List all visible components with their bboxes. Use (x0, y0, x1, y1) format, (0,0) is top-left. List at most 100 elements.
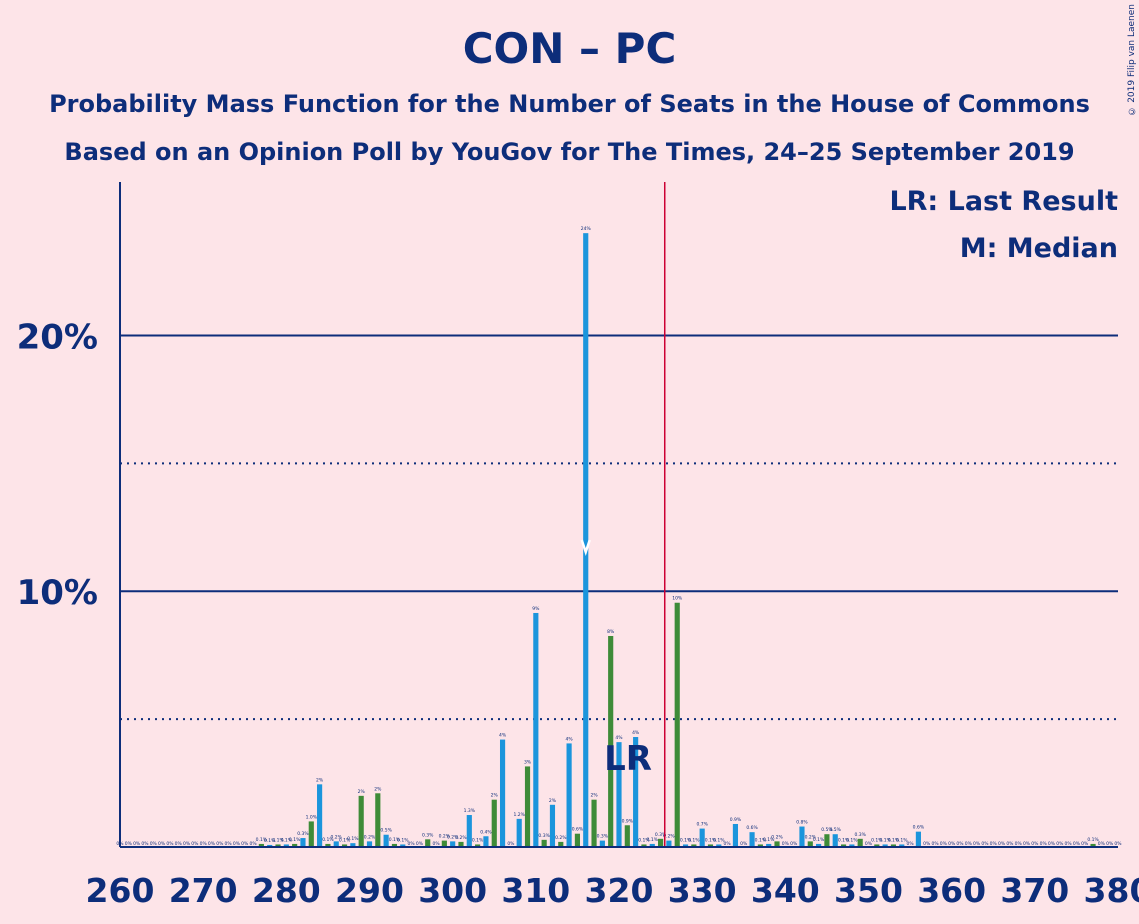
bar-label-270: 0% (200, 841, 208, 847)
bar-label-328: 0.1% (680, 837, 692, 843)
bar-300 (450, 841, 456, 847)
gridlines (120, 334, 1118, 721)
bar-338 (766, 843, 772, 847)
chart-subtitle: Probability Mass Function for the Number… (49, 90, 1090, 118)
bar-label-330: 0.7% (696, 822, 708, 828)
bar-label-310: 9% (532, 606, 540, 612)
median-marker: M (580, 539, 591, 556)
bar-318 (599, 840, 605, 847)
bar-303 (475, 844, 481, 847)
bar-label-369: 0% (1023, 841, 1031, 847)
bar-label-376: 0% (1081, 841, 1089, 847)
bar-label-268: 0% (183, 841, 191, 847)
bar-label-358: 0% (931, 841, 939, 847)
bar-310 (533, 612, 539, 847)
bar-label-325: 0.3% (655, 832, 667, 838)
bar-label-341: 0% (790, 841, 798, 847)
bar-label-301: 0.2% (455, 835, 467, 841)
bar-313 (558, 841, 564, 847)
bar-label-340: 0% (782, 841, 790, 847)
chart-source-subtitle: Based on an Opinion Poll by YouGov for T… (64, 138, 1075, 166)
bar-label-318: 0.3% (597, 834, 609, 840)
bar-label-290: 0.2% (364, 834, 376, 840)
bar-label-266: 0% (166, 841, 174, 847)
bar-279 (275, 844, 281, 847)
bar-label-334: 0.9% (730, 817, 742, 823)
bar-label-327: 10% (672, 596, 683, 602)
bar-label-336: 0.6% (746, 825, 758, 831)
bar-label-309: 3% (524, 759, 532, 765)
bar-label-304: 0.4% (480, 829, 492, 835)
bar-label-292: 0.5% (380, 828, 392, 834)
bar-label-362: 0% (965, 841, 973, 847)
bar-label-323: 0.1% (638, 837, 650, 843)
bar-label-294: 0.1% (397, 837, 409, 843)
bar-label-331: 0.1% (705, 837, 717, 843)
bar-label-349: 0.3% (854, 832, 866, 838)
bar-label-314: 4% (566, 736, 574, 742)
bar-label-332: 0.1% (713, 837, 725, 843)
bar-302 (466, 815, 472, 847)
bar-354 (899, 844, 905, 847)
bar-label-287: 0.1% (339, 837, 351, 843)
bar-label-319: 8% (607, 629, 615, 635)
bar-label-277: 0.1% (256, 837, 268, 843)
bar-339 (774, 841, 780, 847)
bar-281 (292, 843, 298, 847)
bar-label-321: 0.9% (622, 818, 634, 824)
bar-377 (1090, 843, 1096, 847)
bar-label-303: 0.1% (472, 837, 484, 843)
bar-348 (849, 844, 855, 847)
bar-label-344: 0.1% (813, 837, 825, 843)
bar-284 (317, 784, 323, 847)
x-tick-label-350: 350 (834, 871, 903, 910)
bar-label-366: 0% (998, 841, 1006, 847)
bar-316 (583, 233, 589, 848)
bar-287 (341, 844, 348, 847)
bar-349 (857, 838, 863, 847)
bar-label-302: 1.3% (464, 808, 476, 814)
x-tick-label-280: 280 (252, 871, 321, 910)
bar-317 (591, 799, 597, 847)
bar-353 (890, 844, 897, 847)
bar-330 (699, 828, 705, 847)
bar-label-311: 0.3% (538, 833, 550, 839)
x-tick-label-320: 320 (585, 871, 654, 910)
x-tick-label-360: 360 (917, 871, 986, 910)
bar-label-363: 0% (973, 841, 981, 847)
bar-label-288: 0.1% (347, 836, 359, 842)
bar-label-361: 0% (956, 841, 964, 847)
bar-277 (258, 843, 264, 847)
bar-label-374: 0% (1065, 841, 1073, 847)
bar-label-326: 0.2% (663, 834, 675, 840)
bar-337 (757, 844, 763, 847)
bar-343 (807, 841, 813, 847)
bar-352 (882, 844, 888, 847)
bar-label-342: 0.8% (796, 820, 808, 826)
bar-label-355: 0% (907, 841, 915, 847)
bar-label-274: 0% (233, 841, 241, 847)
bar-label-368: 0% (1015, 841, 1023, 847)
bar-label-375: 0% (1073, 841, 1081, 847)
bar-328 (682, 844, 689, 847)
bar-label-360: 0% (948, 841, 956, 847)
bar-label-278: 0.1% (264, 838, 276, 844)
bar-label-322: 4% (632, 730, 640, 736)
last-result-marker: LR (604, 739, 652, 779)
bar-label-324: 0.1% (647, 837, 659, 843)
x-tick-label-370: 370 (1000, 871, 1069, 910)
bar-label-299: 0.2% (439, 834, 451, 840)
bar-315 (574, 833, 580, 847)
bar-label-282: 0.3% (297, 831, 309, 837)
bar-325 (658, 838, 664, 847)
chart-title: CON – PC (462, 24, 677, 73)
bar-356 (915, 831, 921, 847)
bar-321 (624, 825, 630, 847)
bar-291 (375, 793, 381, 847)
bar-322 (633, 737, 639, 847)
bar-label-275: 0% (241, 841, 249, 847)
bar-label-373: 0% (1056, 841, 1064, 847)
bar-label-286: 0.2% (331, 834, 343, 840)
x-tick-label-340: 340 (751, 871, 820, 910)
bar-label-285: 0.1% (322, 837, 334, 843)
